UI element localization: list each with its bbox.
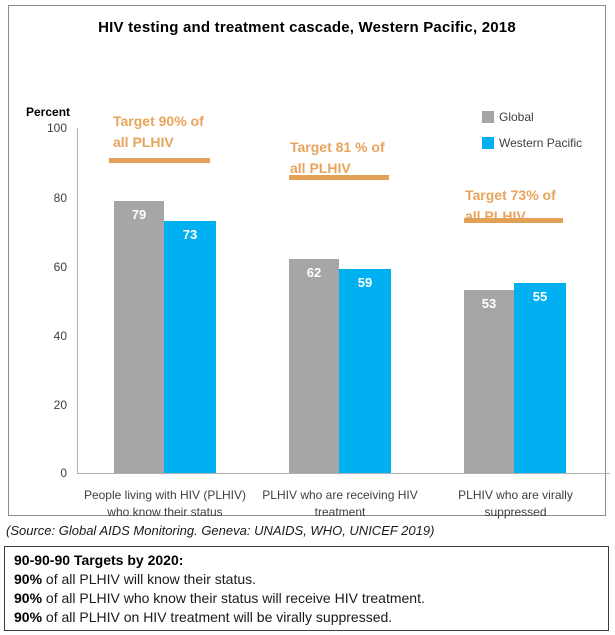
target-annotation-73-line2: all PLHIV <box>465 208 526 224</box>
target-annotation-81-line2: all PLHIV <box>290 160 351 176</box>
bar-value-label: 79 <box>131 207 147 222</box>
bar-western-pacific-know-status: 73 <box>164 221 216 473</box>
targets-definition-box: 90-90-90 Targets by 2020: 90% of all PLH… <box>4 546 609 631</box>
y-tick-0: 0 <box>60 466 67 480</box>
targets-box-line-1-bold: 90% <box>14 571 43 587</box>
targets-box-line-3-rest: of all PLHIV on HIV treatment will be vi… <box>42 609 393 625</box>
targets-box-line-1: 90% of all PLHIV will know their status. <box>14 570 599 589</box>
legend-label-global: Global <box>499 110 534 124</box>
target-annotation-81: Target 81 % of all PLHIV <box>290 137 410 179</box>
bar-value-label: 62 <box>306 265 322 280</box>
bar-western-pacific-virally-suppressed: 55 <box>514 283 566 473</box>
targets-box-line-1-rest: of all PLHIV will know their status. <box>42 571 257 587</box>
targets-box-line-3-bold: 90% <box>14 609 43 625</box>
x-label-line: who know their status <box>107 505 223 519</box>
target-underline-73 <box>464 218 563 223</box>
bar-value-label: 73 <box>182 227 198 242</box>
legend-swatch-global <box>482 111 494 123</box>
x-label-line: PLHIV who are virally <box>458 488 573 502</box>
targets-box-line-2-rest: of all PLHIV who know their status will … <box>42 590 425 606</box>
targets-box-line-2: 90% of all PLHIV who know their status w… <box>14 589 599 608</box>
y-axis-line <box>77 128 78 473</box>
x-label-virally-suppressed: PLHIV who are virally suppressed <box>427 487 604 521</box>
x-label-line: treatment <box>314 505 366 519</box>
source-citation: (Source: Global AIDS Monitoring. Geneva:… <box>6 523 435 538</box>
legend-swatch-western-pacific <box>482 137 494 149</box>
y-axis-unit-label: Percent <box>26 105 71 119</box>
target-annotation-90-line2: all PLHIV <box>113 134 174 150</box>
y-tick-20: 20 <box>53 398 67 412</box>
x-label-line: People living with HIV (PLHIV) <box>83 488 247 502</box>
targets-box-line-2-bold: 90% <box>14 590 43 606</box>
x-axis-line <box>77 473 610 474</box>
legend-item-global: Global <box>482 110 602 124</box>
target-annotation-90: Target 90% of all PLHIV <box>113 111 233 153</box>
target-annotation-73-line1: Target 73% of <box>465 187 556 203</box>
bar-value-label: 55 <box>532 289 548 304</box>
y-tick-60: 60 <box>53 260 67 274</box>
legend-item-western-pacific: Western Pacific <box>482 136 612 150</box>
bar-global-receiving-treatment: 62 <box>289 259 339 473</box>
y-tick-80: 80 <box>53 191 67 205</box>
legend-label-western-pacific: Western Pacific <box>499 136 583 150</box>
bar-global-know-status: 79 <box>114 201 164 473</box>
bar-global-virally-suppressed: 53 <box>464 290 514 473</box>
x-label-know-status: People living with HIV (PLHIV) who know … <box>67 487 263 521</box>
y-tick-100: 100 <box>46 121 67 135</box>
chart-frame: HIV testing and treatment cascade, Weste… <box>8 5 610 519</box>
targets-box-line-3: 90% of all PLHIV on HIV treatment will b… <box>14 608 599 627</box>
x-label-line: suppressed <box>484 505 547 519</box>
targets-box-heading: 90-90-90 Targets by 2020: <box>14 552 184 568</box>
y-tick-40: 40 <box>53 329 67 343</box>
target-underline-81 <box>289 175 389 180</box>
target-underline-90 <box>109 158 210 163</box>
bar-western-pacific-receiving-treatment: 59 <box>339 269 391 473</box>
x-label-line: PLHIV who are receiving HIV <box>262 488 418 502</box>
bar-value-label: 59 <box>357 275 373 290</box>
bar-value-label: 53 <box>481 296 497 311</box>
chart-title: HIV testing and treatment cascade, Weste… <box>98 19 516 36</box>
x-label-receiving-treatment: PLHIV who are receiving HIV treatment <box>252 487 428 521</box>
target-annotation-90-line1: Target 90% of <box>113 113 204 129</box>
target-annotation-81-line1: Target 81 % of <box>290 139 385 155</box>
